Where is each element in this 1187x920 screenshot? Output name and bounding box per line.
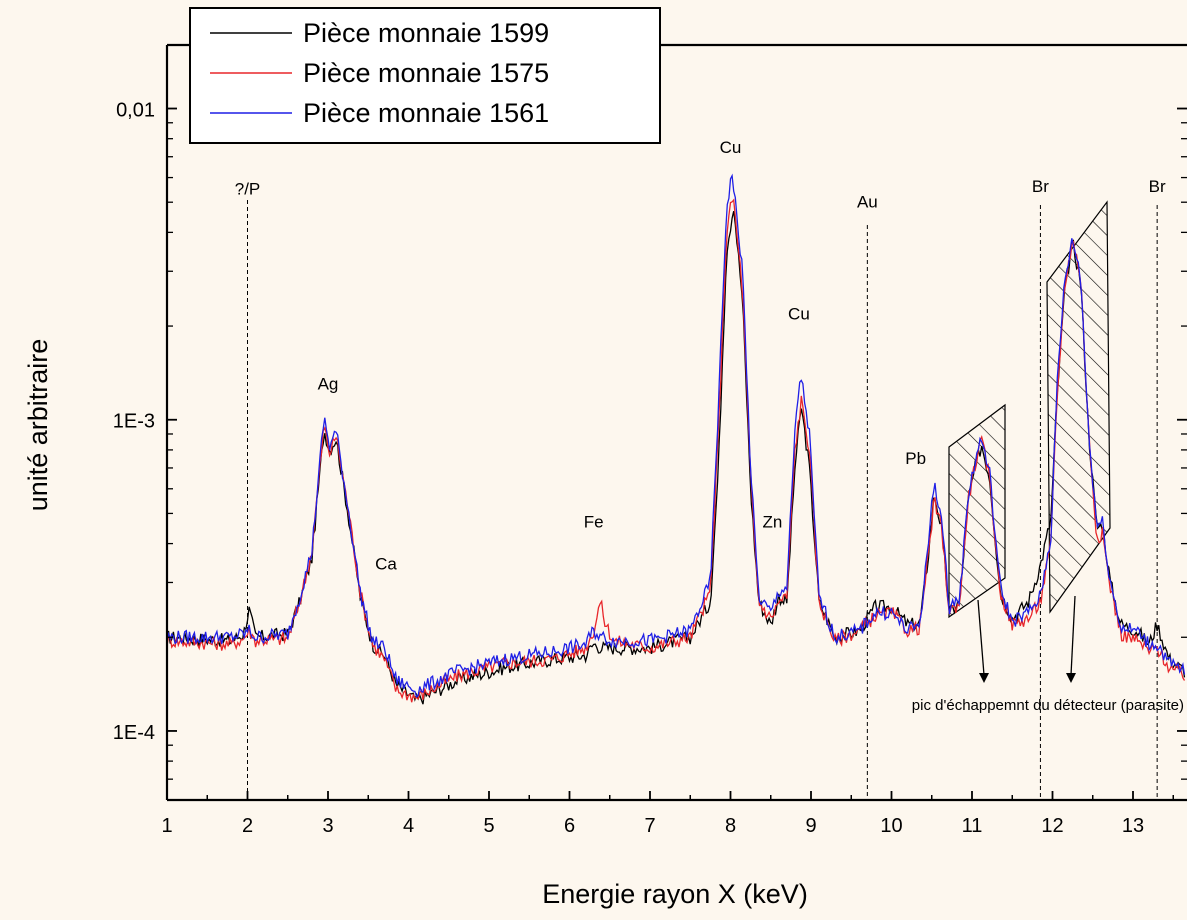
series-line <box>167 198 1186 703</box>
x-tick-label: 12 <box>1041 815 1063 837</box>
x-tick-label: 4 <box>403 815 414 837</box>
x-tick-label: 2 <box>242 815 253 837</box>
x-tick-label: 8 <box>725 815 736 837</box>
peak-label: Zn <box>762 513 782 532</box>
escape-peak-annotation: pic d'échappemnt du détecteur (parasite) <box>912 697 1184 714</box>
peak-label: ?/P <box>235 179 261 198</box>
legend: Pièce monnaie 1599 Pièce monnaie 1575 Pièc… <box>189 7 661 144</box>
escape-peak-hatches <box>948 200 1111 619</box>
annotation-arrow-shaft <box>1070 595 1076 676</box>
annotation-arrow-shaft <box>977 599 985 676</box>
peak-label: Cu <box>720 138 742 157</box>
x-tick-label: 10 <box>880 815 902 837</box>
hatch-region <box>948 403 1006 619</box>
y-tick-label: 1E-3 <box>113 411 155 433</box>
annotation: pic d'échappemnt du détecteur (parasite) <box>912 595 1184 714</box>
y-tick-label: 0,01 <box>116 100 155 122</box>
peak-label: Pb <box>905 449 926 468</box>
y-tick-label: 1E-4 <box>113 722 155 744</box>
y-axis-title: unité arbitraire <box>23 339 53 512</box>
peak-label: Fe <box>584 513 604 532</box>
legend-box <box>189 7 661 144</box>
reference-lines <box>247 200 1158 800</box>
axes <box>165 43 1187 802</box>
series-line <box>167 173 1186 698</box>
legend-entry: Pièce monnaie 1575 <box>303 58 549 88</box>
x-tick-label: 7 <box>644 815 655 837</box>
peak-label: Ag <box>318 375 339 394</box>
annotation-arrow-head <box>979 673 989 683</box>
x-tick-label: 13 <box>1122 815 1144 837</box>
peak-label: Br <box>1149 177 1166 196</box>
x-tick-label: 1 <box>161 815 172 837</box>
legend-entry: Pièce monnaie 1561 <box>303 98 549 128</box>
peak-label: Ca <box>375 555 397 574</box>
peak-labels: ?/P Ag Ca Fe Zn Cu Cu Au Pb Br Br <box>235 138 1166 574</box>
x-tick-label: 3 <box>322 815 333 837</box>
legend-entry: Pièce monnaie 1599 <box>303 18 549 48</box>
spectrum-series <box>167 173 1186 705</box>
x-tick-label: 6 <box>564 815 575 837</box>
peak-label: Cu <box>788 304 810 323</box>
peak-label: Br <box>1032 177 1049 196</box>
peak-label: Au <box>857 193 878 212</box>
annotation-arrow-head <box>1066 673 1076 683</box>
x-tick-label: 5 <box>483 815 494 837</box>
series-line <box>167 211 1186 705</box>
x-tick-label: 9 <box>805 815 816 837</box>
x-tick-label: 11 <box>962 815 983 837</box>
x-axis-title: Energie rayon X (keV) <box>542 879 808 909</box>
